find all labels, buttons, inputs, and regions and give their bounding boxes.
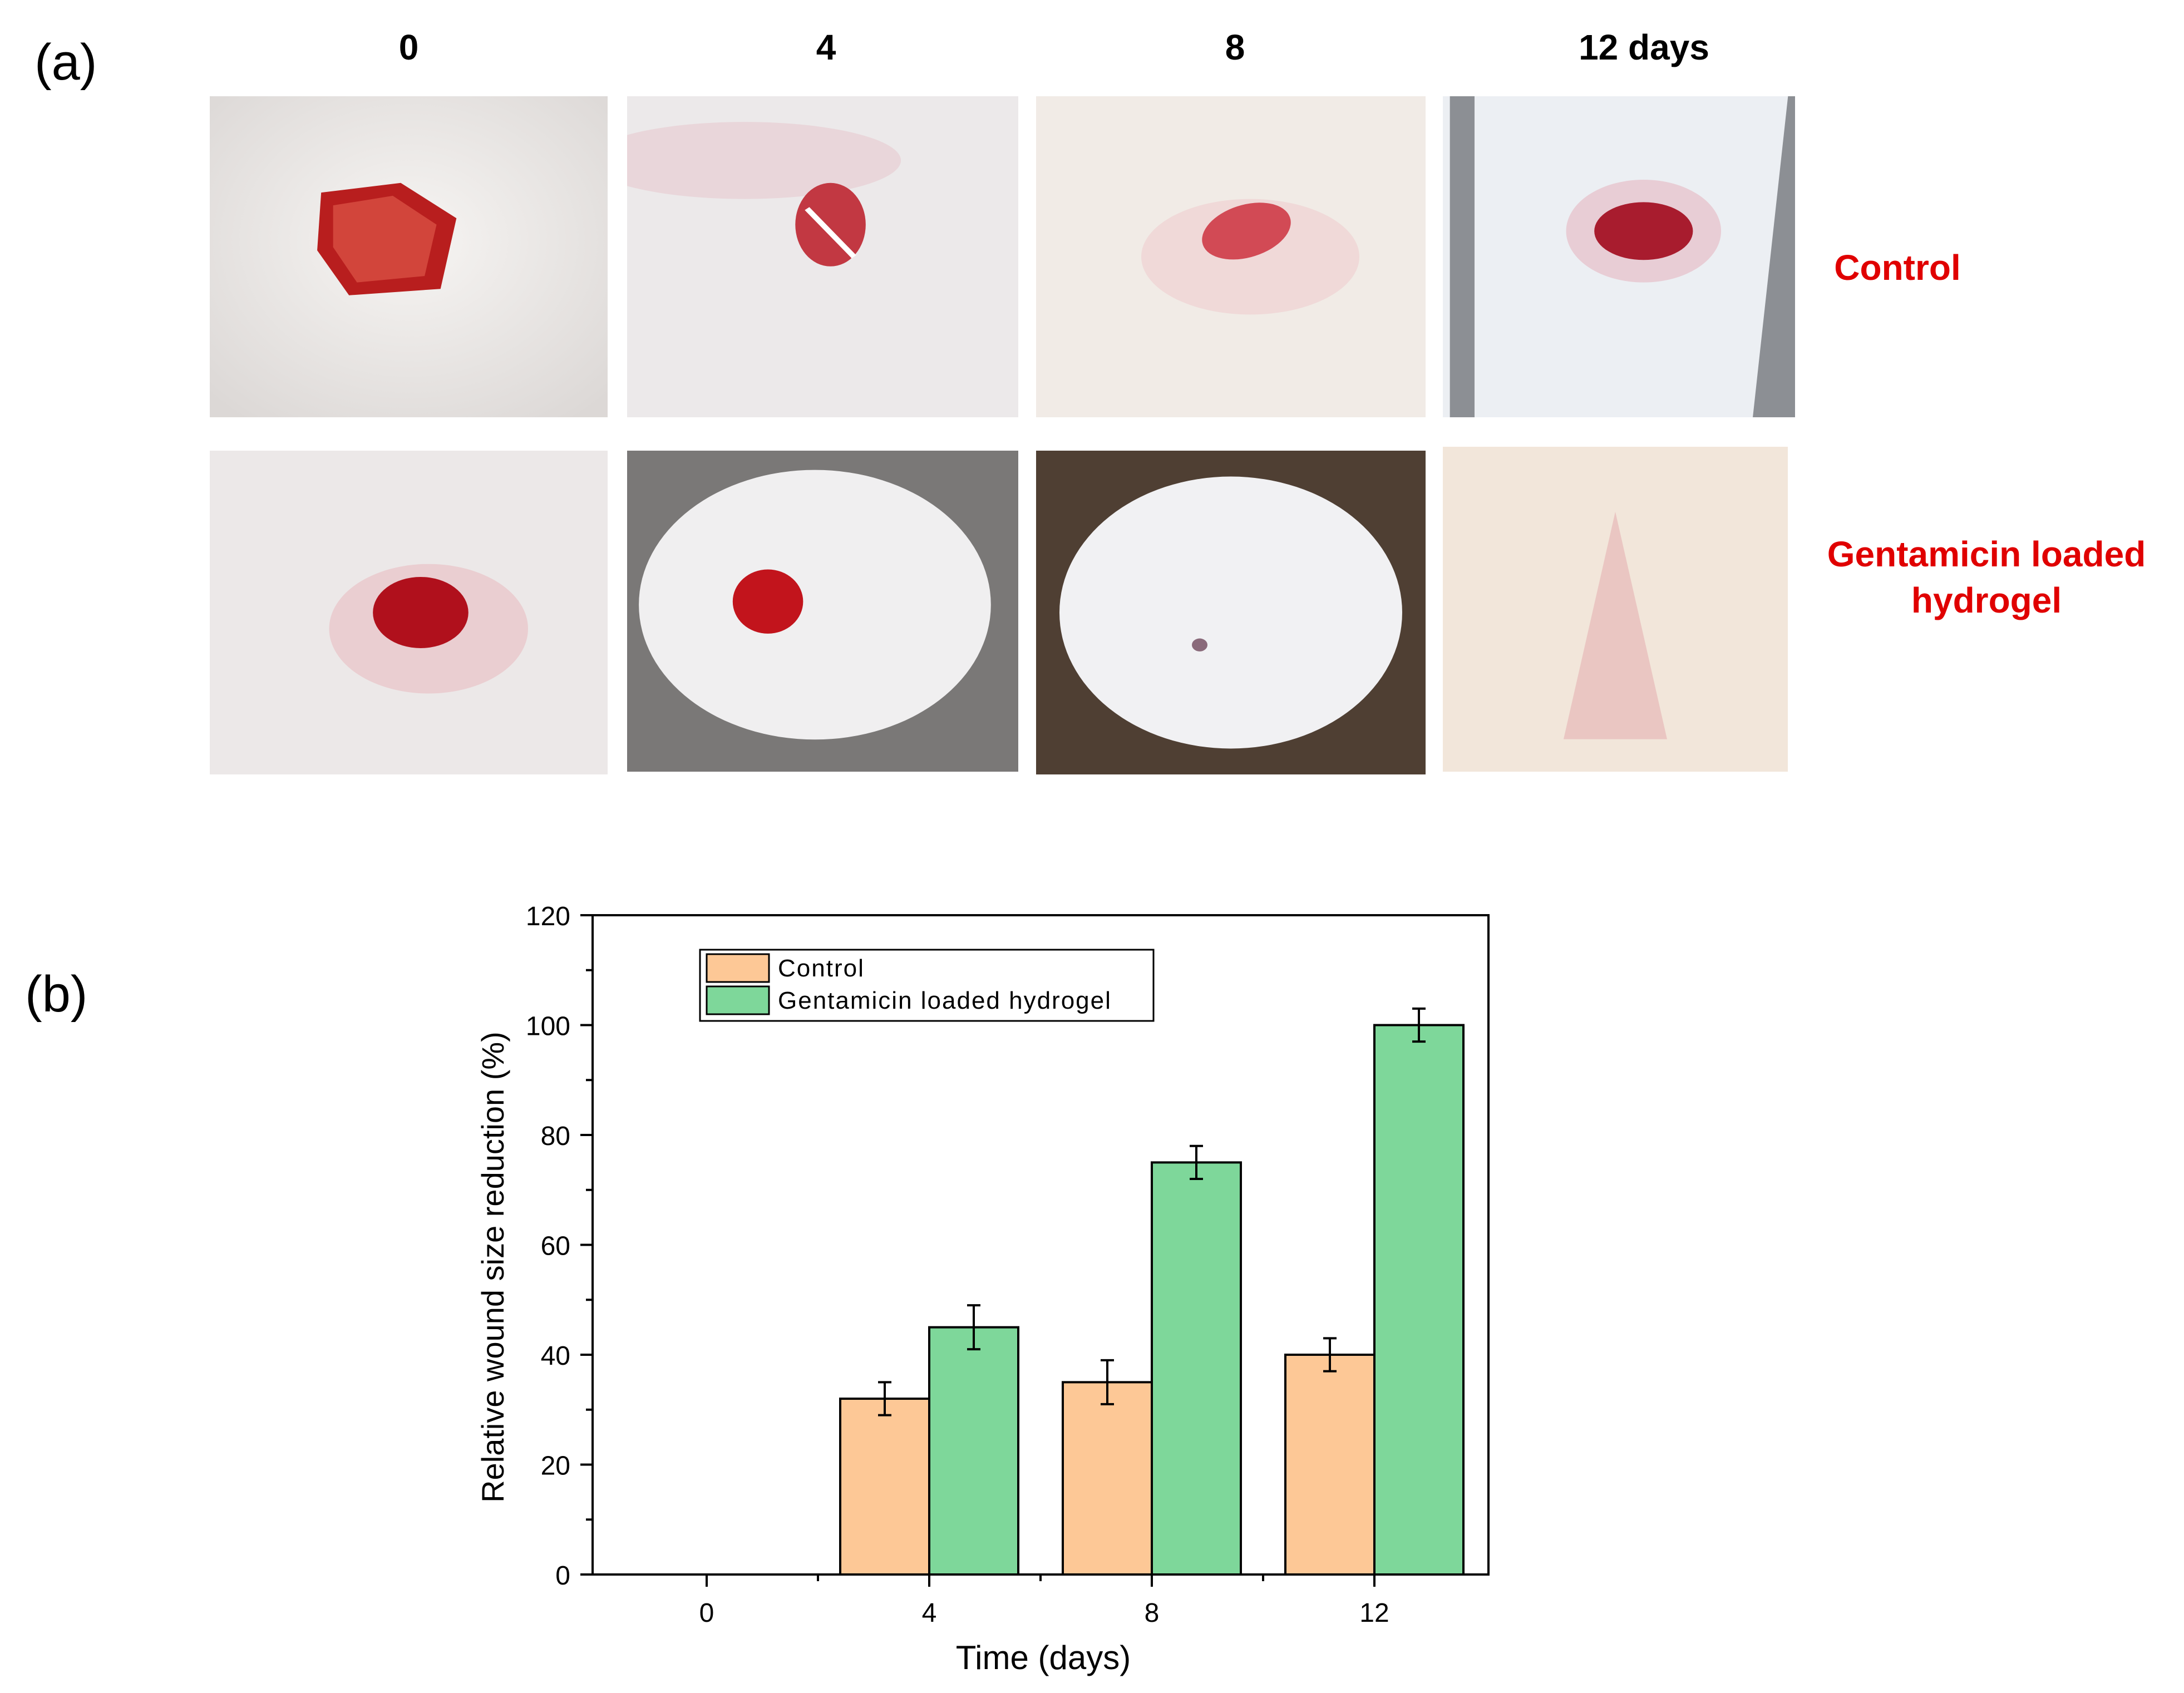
photo-control-day-0 [210, 96, 608, 417]
photo-gentamicin-day-0 [210, 451, 608, 774]
photo-gentamicin-day-4 [627, 451, 1018, 772]
legend-label: Gentamicin loaded hydrogel [778, 987, 1112, 1014]
x-tick-label: 12 [1359, 1598, 1389, 1628]
y-tick-label: 120 [526, 902, 570, 931]
legend-swatch [706, 953, 770, 983]
column-title-day-12: 12 days [1579, 27, 1709, 67]
legend-box [699, 949, 1155, 1022]
x-tick-label: 0 [699, 1598, 714, 1628]
bar-control [1062, 1381, 1153, 1576]
y-tick-label: 20 [541, 1452, 570, 1481]
y-tick-label: 100 [526, 1012, 570, 1042]
row-label-control: Control [1834, 248, 1961, 288]
photo-control-day-8 [1036, 96, 1426, 417]
y-tick-label: 40 [541, 1341, 570, 1371]
photo-control-day-12 [1443, 96, 1795, 417]
bar-gentamicin [928, 1326, 1019, 1576]
y-tick-label: 80 [541, 1122, 570, 1151]
panel-a-label: (a) [34, 34, 97, 91]
x-tick-label: 4 [922, 1598, 937, 1628]
column-title-day-0: 0 [398, 27, 419, 67]
column-title-day-8: 8 [1225, 27, 1245, 67]
photo-gentamicin-day-12 [1443, 447, 1788, 772]
bar-gentamicin [1151, 1161, 1242, 1576]
bar-control [1284, 1354, 1376, 1576]
bar-gentamicin [1373, 1024, 1465, 1576]
row-label-gentamicin: Gentamicin loaded hydrogel [1827, 534, 2146, 621]
photo-gentamicin-day-8 [1036, 451, 1426, 774]
bar-control [839, 1398, 930, 1576]
legend-label: Control [778, 955, 865, 982]
x-axis-label: Time (days) [956, 1639, 1131, 1676]
panel-b-label: (b) [25, 966, 88, 1023]
x-tick-label: 8 [1145, 1598, 1160, 1628]
photo-control-day-4 [627, 96, 1018, 417]
y-tick-label: 0 [555, 1561, 570, 1591]
y-axis-label: Relative wound size reduction (%) [475, 1031, 510, 1503]
legend-swatch [706, 985, 770, 1015]
y-tick-label: 60 [541, 1232, 570, 1261]
column-title-day-4: 4 [816, 27, 836, 67]
